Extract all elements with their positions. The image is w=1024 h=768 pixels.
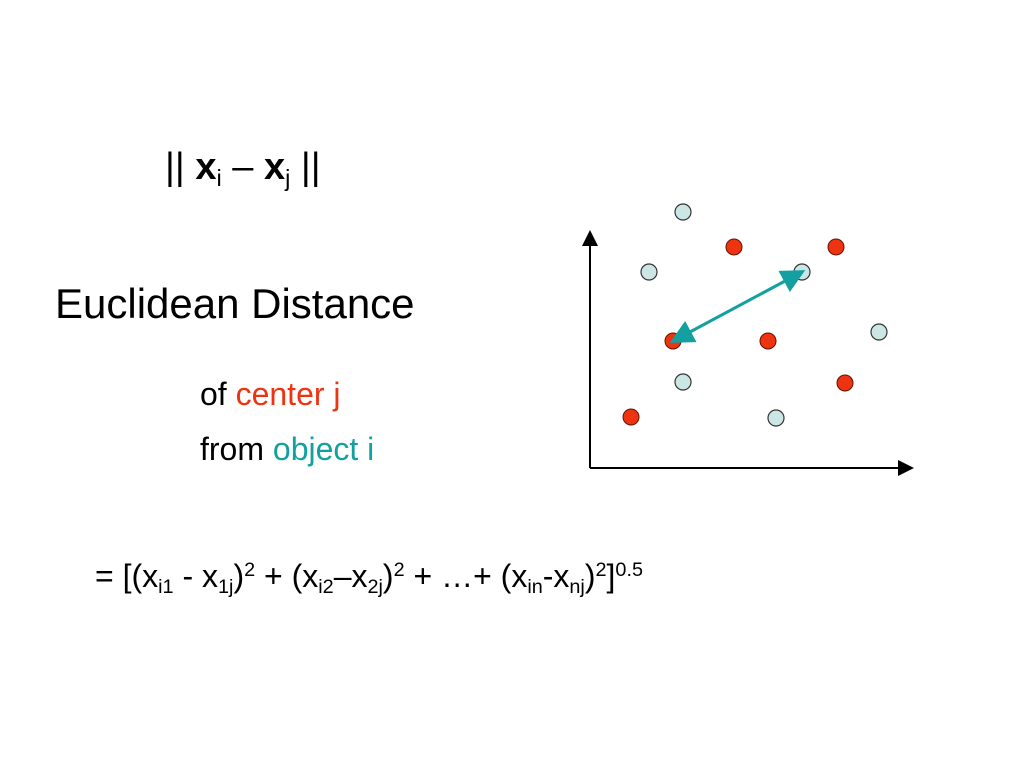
formula-text: = [(x	[95, 558, 159, 594]
caption-highlight: object i	[272, 431, 375, 467]
object-point	[674, 203, 692, 221]
vector: x	[195, 146, 217, 188]
subscript: j	[285, 165, 291, 192]
subscript: nj	[569, 575, 585, 598]
object-point	[793, 263, 811, 281]
caption-line: from object i	[200, 431, 374, 468]
superscript: 2	[595, 559, 607, 582]
object-point	[767, 409, 785, 427]
objects	[640, 203, 888, 427]
object-point	[640, 263, 658, 281]
norm-bar: ||	[300, 146, 321, 188]
superscript: 0.5	[615, 559, 643, 582]
subscript: 2j	[367, 575, 383, 598]
norm-bar: ||	[165, 146, 185, 188]
superscript: 2	[393, 559, 405, 582]
subscript: i2	[318, 575, 334, 598]
minus: –	[232, 146, 254, 188]
center-point	[725, 238, 743, 256]
center-point	[664, 332, 682, 350]
distance-arrow	[669, 270, 806, 343]
caption-highlight: center j	[235, 376, 341, 412]
caption-line: of center j	[200, 376, 341, 413]
subscript: i1	[158, 575, 174, 598]
formula-text: )	[382, 558, 394, 594]
heading: Euclidean Distance	[55, 280, 415, 327]
formula-text: + …+ (x	[404, 558, 528, 594]
superscript: 2	[244, 559, 256, 582]
caption-text: from	[200, 431, 264, 467]
formula-text: ]	[606, 558, 616, 594]
formula-text: -x	[542, 558, 570, 594]
subscript: i	[216, 165, 222, 192]
centers	[622, 238, 854, 426]
formula-text: )	[584, 558, 596, 594]
vector: x	[263, 146, 286, 188]
formula-text: - x	[173, 558, 218, 594]
center-point	[622, 408, 640, 426]
norm-expression: || xi – xj ||	[165, 146, 321, 192]
center-point	[836, 374, 854, 392]
formula-text: + (x	[255, 558, 319, 594]
object-point	[674, 373, 692, 391]
formula-text: )	[233, 558, 245, 594]
center-point	[827, 238, 845, 256]
object-point	[870, 323, 888, 341]
formula-text: –x	[333, 558, 368, 594]
center-point	[759, 332, 777, 350]
subscript: in	[527, 575, 543, 598]
formula: = [(xi1 - x1j)2 + (xi2–x2j)2 + …+ (xin-x…	[95, 558, 643, 599]
caption-text: of	[200, 376, 227, 412]
subscript: 1j	[218, 575, 234, 598]
